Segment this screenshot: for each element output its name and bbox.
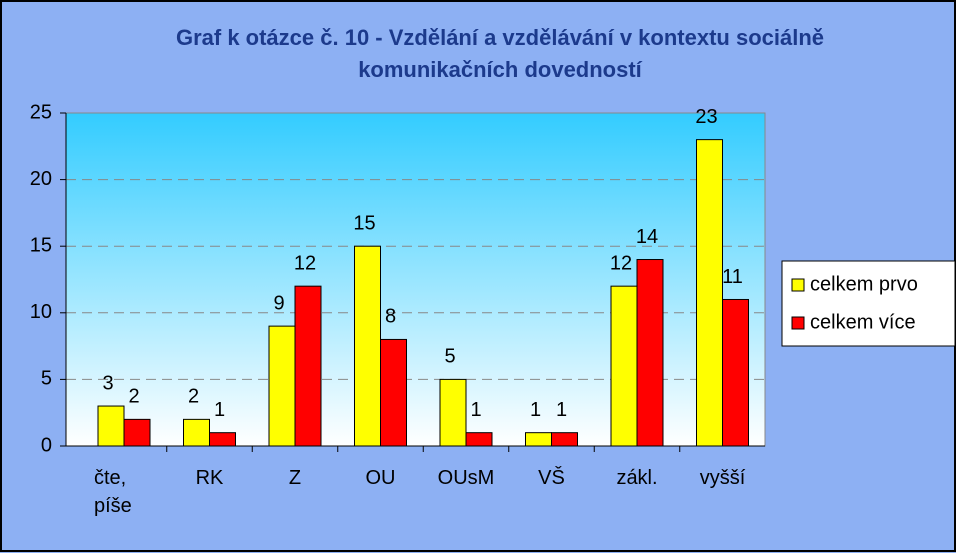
y-tick-label: 15 <box>30 234 52 256</box>
legend-label: celkem více <box>810 311 916 333</box>
y-tick-label: 20 <box>30 168 52 190</box>
y-tick-label: 0 <box>41 434 52 456</box>
value-label: 15 <box>353 212 375 234</box>
x-tick-label: čte, píše <box>94 467 132 517</box>
legend-swatch <box>791 278 805 292</box>
bar <box>551 432 578 447</box>
bar <box>268 325 296 447</box>
value-label: 14 <box>636 226 658 248</box>
bar <box>722 298 749 447</box>
value-label: 11 <box>722 266 743 288</box>
value-label: 3 <box>102 372 113 394</box>
x-tick-label: zákl. <box>616 467 658 489</box>
x-tick-label: OUsM <box>437 467 495 489</box>
bar <box>97 405 125 447</box>
x-tick-label: VŠ <box>538 467 565 489</box>
bar <box>183 418 210 447</box>
x-tick-label: vyšší <box>699 467 746 489</box>
bar <box>209 432 236 447</box>
value-label: 12 <box>294 252 316 274</box>
bar <box>636 259 664 447</box>
value-label: 9 <box>273 292 284 314</box>
x-tick-label: RK <box>195 467 224 489</box>
value-label: 1 <box>556 399 567 421</box>
bar <box>439 378 467 447</box>
bar <box>610 285 638 447</box>
value-label: 1 <box>530 399 541 421</box>
value-label: 8 <box>385 306 396 328</box>
value-label: 1 <box>214 399 225 421</box>
value-label: 2 <box>128 386 139 408</box>
bar <box>294 285 322 447</box>
bar <box>354 245 381 447</box>
value-label: 23 <box>695 106 717 128</box>
value-label: 2 <box>188 386 199 408</box>
legend-label: celkem prvo <box>810 273 918 295</box>
bar <box>380 338 407 447</box>
value-label: 12 <box>610 252 632 274</box>
bar <box>696 139 723 447</box>
x-tick-label: OU <box>365 467 396 489</box>
y-tick-label: 5 <box>41 368 52 390</box>
legend-swatch <box>791 316 805 330</box>
chart-title: Graf k otázce č. 10 - Vzdělání a vzděláv… <box>175 25 825 82</box>
bar <box>525 432 552 447</box>
y-tick-label: 10 <box>30 301 52 323</box>
value-label: 1 <box>470 399 481 421</box>
bar <box>465 432 493 447</box>
y-tick-label: 25 <box>30 101 52 123</box>
legend-box <box>781 260 956 347</box>
value-label: 5 <box>444 346 455 368</box>
x-tick-label: Z <box>288 467 302 489</box>
bar <box>123 418 151 447</box>
